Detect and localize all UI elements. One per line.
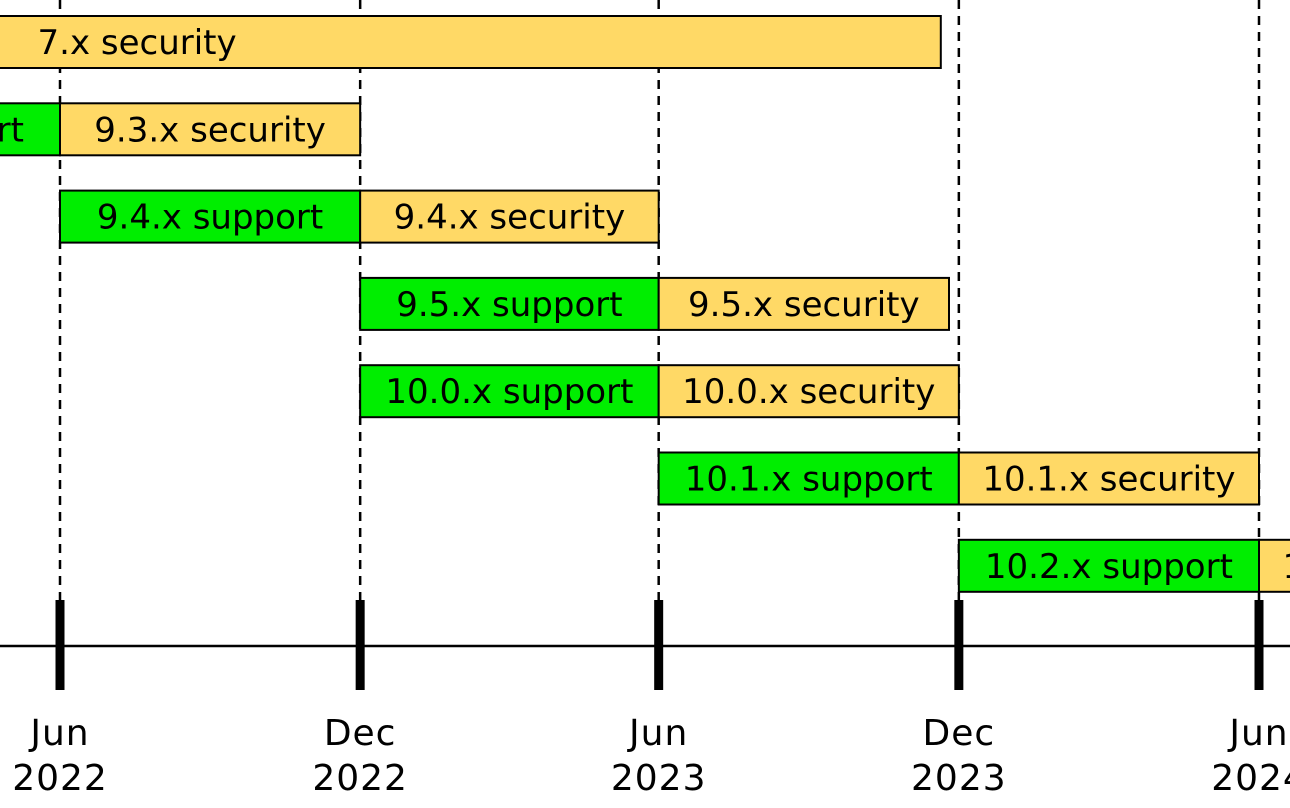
bar-10-2-x-support-rect: [957, 538, 1261, 593]
bar-10-1-x-support-label: 10.1.x support: [685, 460, 933, 500]
tick-label-month: Jun: [1227, 713, 1288, 754]
time-axis: [0, 600, 1290, 690]
bar-9-5-x-support-rect: [359, 276, 660, 331]
bar-9-5-x-security-rect: [657, 276, 950, 331]
bar-9-5-x-support-label: 9.5.x support: [396, 285, 622, 325]
bar-9-3-x-support-label: 9.3.x support: [0, 110, 24, 150]
tick-label-month: Jun: [627, 713, 688, 754]
bar-9-4-x-support-label: 9.4.x support: [97, 198, 323, 238]
bar-9-5-x-security: 9.5.x security: [657, 276, 950, 331]
bar-9-4-x-support-rect: [59, 189, 362, 244]
tick-label-year: 2022: [312, 758, 408, 799]
bar-9-3-x-security-label: 9.3.x security: [94, 110, 326, 150]
tick-label-month: Dec: [923, 713, 996, 754]
bar-10-0-x-security-label: 10.0.x security: [682, 372, 935, 412]
bar-9-4-x-security-label: 9.4.x security: [394, 198, 626, 238]
bar-10-1-x-security-label: 10.1.x security: [982, 460, 1235, 500]
tick-label-year: 2024: [1211, 758, 1290, 799]
bar-10-2-x-support-label: 10.2.x support: [985, 547, 1233, 587]
tick-labels: Jun2022Dec2022Jun2023Dec2023Jun2024: [12, 713, 1290, 799]
bar-10-0-x-support-rect: [359, 364, 660, 419]
tick-label-month: Jun: [28, 713, 89, 754]
bar-9-5-x-support: 9.5.x support: [359, 276, 660, 331]
bar-10-0-x-security: 10.0.x security: [657, 364, 960, 419]
bar-10-0-x-support-label: 10.0.x support: [385, 372, 633, 412]
bar-10-2-x-security-label: 10.2.x security: [1282, 547, 1290, 587]
bar-10-1-x-support-rect: [657, 451, 960, 506]
bar-9-3-x-security-rect: [59, 102, 362, 157]
bar-10-2-x-support: 10.2.x support: [957, 538, 1261, 593]
bar-10-1-x-security: 10.1.x security: [957, 451, 1261, 506]
bar-9-4-x-security-rect: [359, 189, 660, 244]
bar-9-3-x-security: 9.3.x security: [59, 102, 362, 157]
bar-10-0-x-security-rect: [657, 364, 960, 419]
release-bars: 7.x security 9.3.x support 9.3.x security 9…: [0, 15, 1290, 593]
bar-10-1-x-security-rect: [957, 451, 1261, 506]
bar-7-x-security: 7.x security: [0, 15, 942, 69]
bar-9-5-x-security-label: 9.5.x security: [688, 285, 920, 325]
tick-label-year: 2023: [911, 758, 1007, 799]
bar-10-0-x-support: 10.0.x support: [359, 364, 660, 419]
tick-label-month: Dec: [324, 713, 397, 754]
bar-9-4-x-support: 9.4.x support: [59, 189, 362, 244]
bar-9-3-x-support: 9.3.x support: [0, 102, 61, 157]
bar-7-x-security-rect: [0, 15, 942, 69]
bar-10-2-x-security-rect: [1258, 538, 1290, 593]
bar-9-4-x-security: 9.4.x security: [359, 189, 660, 244]
bar-10-2-x-security: 10.2.x security: [1258, 538, 1290, 593]
bar-7-x-security-label: 7.x security: [38, 23, 237, 63]
tick-label-year: 2022: [12, 758, 108, 799]
tick-label-year: 2023: [611, 758, 707, 799]
bar-10-1-x-support: 10.1.x support: [657, 451, 960, 506]
